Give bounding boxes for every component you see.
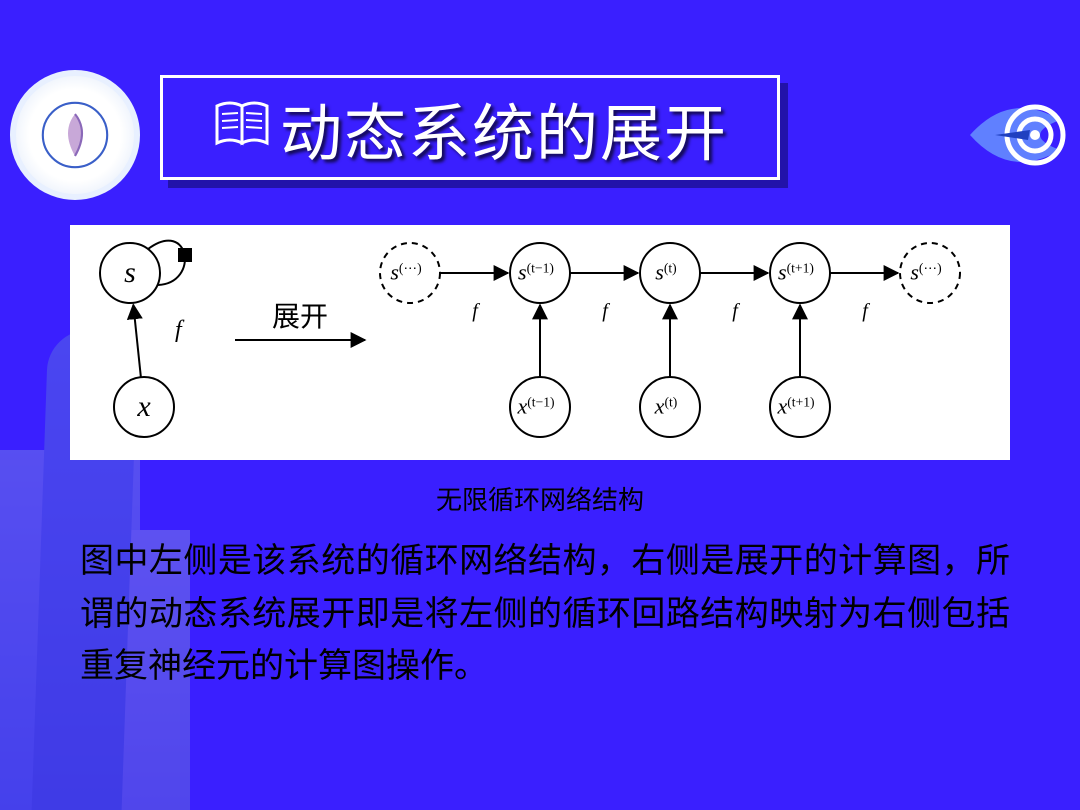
svg-text:f: f	[602, 300, 610, 322]
book-icon	[212, 93, 272, 162]
university-logo	[10, 70, 140, 200]
svg-text:s: s	[124, 256, 136, 289]
rnn-unfold-diagram: fffff展开sxs(⋯)s(t−1)s(t)s(t+1)s(⋯)x(t−1)x…	[70, 225, 1010, 460]
diagram-caption: 无限循环网络结构	[0, 480, 1080, 517]
svg-text:f: f	[862, 300, 870, 322]
slide-title-box: 动态系统的展开	[160, 75, 780, 180]
svg-text:x: x	[136, 390, 151, 423]
slide-title: 动态系统的展开	[280, 83, 728, 173]
svg-text:f: f	[472, 300, 480, 322]
body-paragraph: 图中左侧是该系统的循环网络结构，右侧是展开的计算图，所谓的动态系统展开即是将左侧…	[80, 535, 1010, 693]
target-logo	[960, 80, 1070, 190]
svg-text:f: f	[175, 317, 185, 343]
svg-text:展开: 展开	[272, 302, 328, 333]
svg-text:f: f	[732, 300, 740, 322]
